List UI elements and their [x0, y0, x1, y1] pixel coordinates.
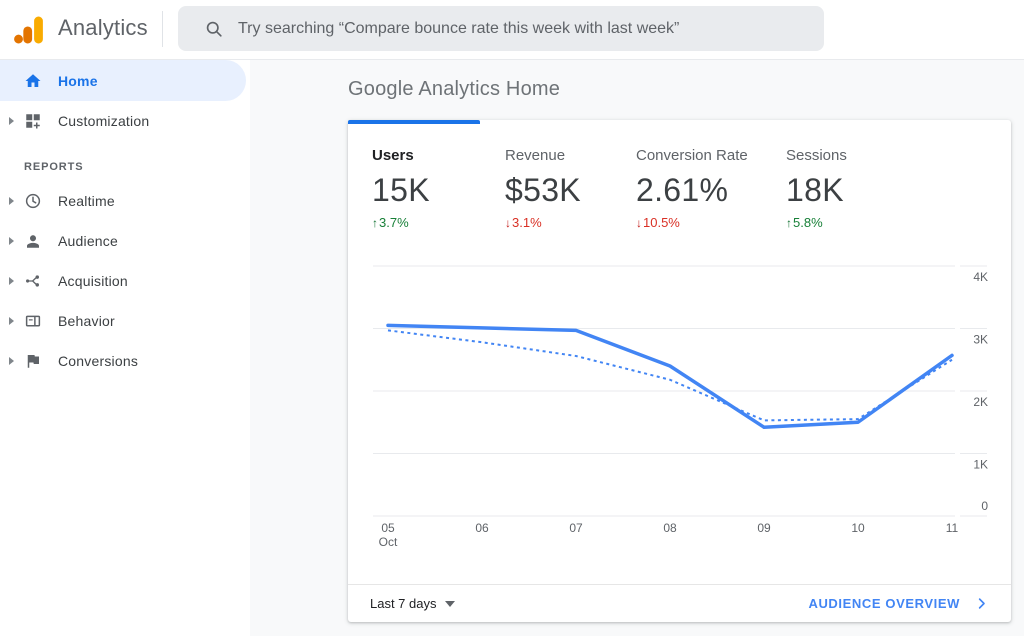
- branch-icon: [26, 275, 39, 287]
- main-content: Google Analytics Home Users 15K ↑ 3.7% R…: [250, 60, 1024, 636]
- expand-caret-icon: [9, 197, 14, 205]
- clock-icon: [25, 193, 41, 209]
- sidebar-item-behavior[interactable]: Behavior: [0, 301, 250, 341]
- metric-delta: ↑ 5.8%: [786, 215, 823, 230]
- page-title: Google Analytics Home: [348, 78, 561, 100]
- audience-overview-link[interactable]: AUDIENCE OVERVIEW: [808, 596, 989, 611]
- expand-caret-icon: [9, 277, 14, 285]
- sidebar-item-audience[interactable]: Audience: [0, 221, 250, 261]
- metric-revenue[interactable]: Revenue $53K ↓ 3.1%: [505, 147, 636, 230]
- search-bar[interactable]: [178, 6, 824, 51]
- expand-caret-icon: [9, 357, 14, 365]
- metric-sessions[interactable]: Sessions 18K ↑ 5.8%: [786, 147, 847, 230]
- customization-icon: [26, 114, 40, 129]
- app-title: Analytics: [58, 15, 148, 40]
- sidebar-item-label: Acquisition: [58, 273, 128, 289]
- metric-label: Revenue: [505, 147, 566, 164]
- sidebar: Home Customization REPORTS Realtime Audi…: [0, 60, 250, 636]
- metric-value: $53K: [505, 172, 581, 208]
- svg-text:05: 05: [381, 521, 395, 535]
- top-header: Analytics: [0, 0, 1024, 60]
- sidebar-item-acquisition[interactable]: Acquisition: [0, 261, 250, 301]
- audience-overview-label: AUDIENCE OVERVIEW: [808, 596, 960, 611]
- arrow-down-icon: ↓: [505, 215, 511, 230]
- metrics-row: Users 15K ↑ 3.7% Revenue $53K ↓ 3.1%: [348, 147, 1011, 230]
- sidebar-item-label: Realtime: [58, 193, 115, 209]
- svg-text:3K: 3K: [973, 333, 988, 347]
- metric-label: Conversion Rate: [636, 147, 748, 164]
- metric-label: Sessions: [786, 147, 847, 164]
- person-icon: [27, 235, 39, 248]
- metric-delta: ↑ 3.7%: [372, 215, 409, 230]
- search-icon: [206, 21, 222, 37]
- search-input[interactable]: [238, 6, 824, 51]
- metric-value: 15K: [372, 172, 430, 208]
- sidebar-item-label: Audience: [58, 233, 118, 249]
- home-icon: [25, 73, 41, 87]
- google-analytics-logo-icon: [14, 16, 43, 44]
- metric-value: 2.61%: [636, 172, 729, 208]
- sidebar-item-home[interactable]: Home: [0, 60, 246, 101]
- metric-value: 18K: [786, 172, 844, 208]
- date-range-label: Last 7 days: [370, 596, 437, 611]
- header-divider: [162, 11, 163, 47]
- reports-section-label: REPORTS: [24, 161, 84, 173]
- svg-text:Oct: Oct: [379, 535, 398, 549]
- svg-text:0: 0: [981, 499, 988, 513]
- flag-icon: [27, 355, 39, 368]
- selected-metric-indicator: [348, 120, 480, 124]
- svg-text:2K: 2K: [973, 395, 988, 409]
- metric-conversion-rate[interactable]: Conversion Rate 2.61% ↓ 10.5%: [636, 147, 786, 230]
- svg-text:09: 09: [757, 521, 771, 535]
- date-range-dropdown[interactable]: Last 7 days: [370, 596, 455, 611]
- sidebar-item-label: Conversions: [58, 353, 139, 369]
- page-icon: [25, 315, 41, 327]
- chevron-right-icon: [978, 598, 985, 609]
- svg-text:1K: 1K: [973, 458, 988, 472]
- card-footer: Last 7 days AUDIENCE OVERVIEW: [348, 584, 1011, 622]
- svg-text:08: 08: [663, 521, 677, 535]
- arrow-up-icon: ↑: [372, 215, 378, 230]
- arrow-up-icon: ↑: [786, 215, 792, 230]
- svg-text:11: 11: [946, 521, 959, 535]
- metric-users[interactable]: Users 15K ↑ 3.7%: [372, 147, 505, 230]
- sidebar-item-label: Home: [58, 72, 98, 89]
- svg-text:07: 07: [569, 521, 583, 535]
- svg-text:06: 06: [475, 521, 489, 535]
- overview-card: Users 15K ↑ 3.7% Revenue $53K ↓ 3.1%: [348, 120, 1011, 622]
- caret-down-icon: [444, 600, 455, 607]
- expand-caret-icon: [9, 237, 14, 245]
- sidebar-item-customization[interactable]: Customization: [0, 101, 250, 141]
- svg-text:10: 10: [851, 521, 865, 535]
- metric-label: Users: [372, 147, 414, 164]
- sidebar-item-label: Behavior: [58, 313, 115, 329]
- metric-delta: ↓ 10.5%: [636, 215, 680, 230]
- expand-caret-icon: [9, 317, 14, 325]
- sidebar-item-realtime[interactable]: Realtime: [0, 181, 250, 221]
- sidebar-item-label: Customization: [58, 113, 150, 129]
- arrow-down-icon: ↓: [636, 215, 642, 230]
- svg-text:4K: 4K: [973, 270, 988, 284]
- sidebar-item-conversions[interactable]: Conversions: [0, 341, 250, 381]
- expand-caret-icon: [9, 117, 14, 125]
- metric-delta: ↓ 3.1%: [505, 215, 542, 230]
